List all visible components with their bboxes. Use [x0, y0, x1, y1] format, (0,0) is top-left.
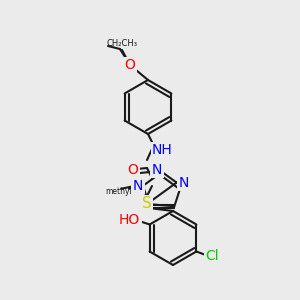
Text: O: O [128, 163, 138, 177]
Text: methyl: methyl [106, 187, 132, 196]
Text: HO: HO [119, 214, 140, 227]
Text: O: O [124, 58, 135, 72]
Text: S: S [142, 196, 152, 211]
Text: Cl: Cl [206, 250, 219, 263]
Text: N: N [152, 163, 162, 177]
Text: NH: NH [152, 143, 173, 157]
Text: CH₂CH₃: CH₂CH₃ [106, 38, 137, 47]
Text: N: N [133, 179, 143, 193]
Text: N: N [179, 176, 189, 190]
